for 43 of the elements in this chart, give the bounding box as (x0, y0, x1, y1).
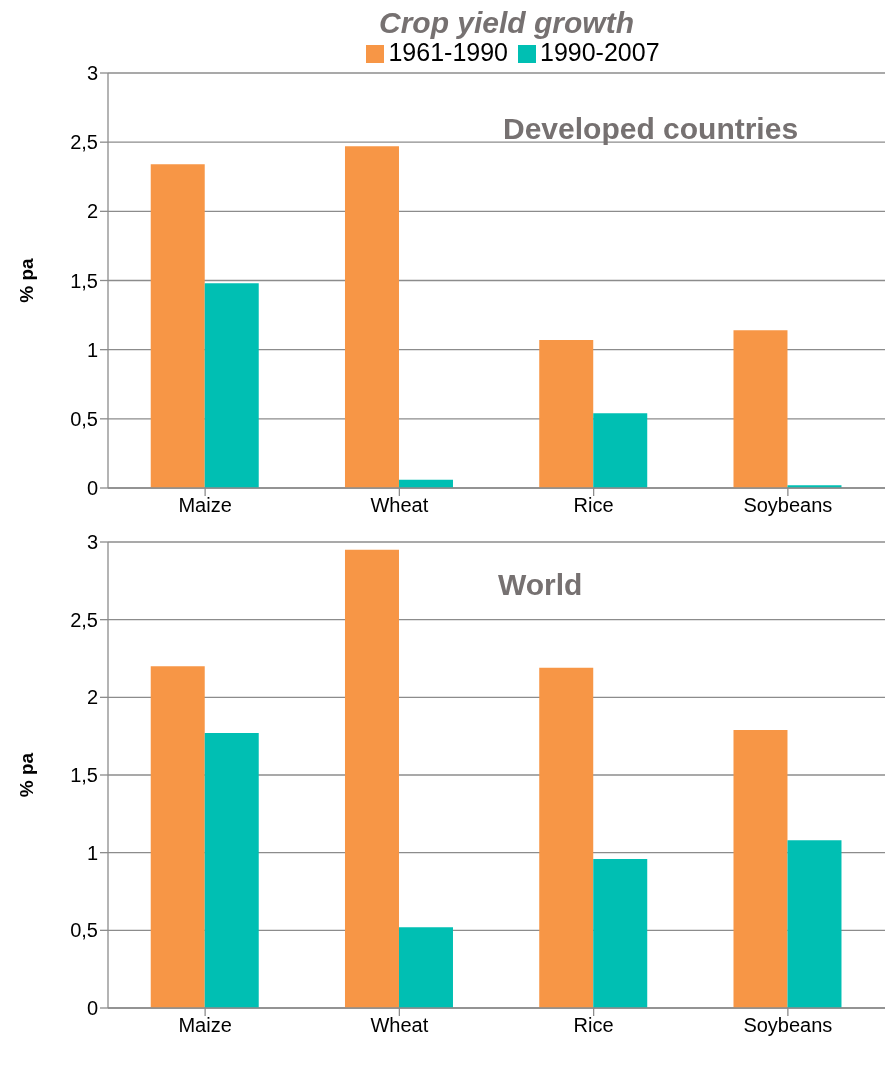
y-tick-label: 0,5 (70, 919, 98, 942)
annotation: World (498, 568, 583, 602)
chart-title: Crop yield growth (378, 6, 635, 39)
x-tick-label: Wheat (370, 1014, 429, 1037)
y-tick-label: 0,5 (70, 407, 98, 430)
y-tick-label: 3 (86, 531, 98, 554)
bar (344, 549, 399, 1008)
legend-label: 1990-2007 (540, 38, 660, 66)
bar (787, 840, 842, 1008)
bar (398, 927, 453, 1008)
bar (539, 667, 594, 1008)
y-tick-label: 0 (86, 997, 98, 1020)
y-tick-label: 1,5 (70, 764, 98, 787)
bar (204, 283, 259, 488)
x-tick-label: Maize (178, 1014, 232, 1037)
y-tick-label: 1 (86, 841, 98, 864)
bar (344, 146, 399, 488)
y-tick-label: 2,5 (70, 131, 98, 154)
y-axis-title: % pa (15, 752, 37, 798)
legend-label: 1961-1990 (388, 38, 508, 66)
y-tick-label: 1 (86, 338, 98, 361)
y-tick-label: 3 (86, 62, 98, 85)
bar (593, 413, 648, 488)
bar (593, 858, 648, 1008)
y-tick-label: 0 (86, 477, 98, 500)
x-tick-label: Rice (573, 1014, 614, 1037)
bar (733, 330, 788, 488)
bar (204, 733, 259, 1008)
y-tick-label: 2 (86, 200, 98, 223)
x-tick-label: Rice (573, 494, 614, 517)
bar (150, 164, 205, 488)
y-axis-title: % pa (15, 257, 37, 303)
x-tick-label: Wheat (370, 494, 429, 517)
bar (733, 729, 788, 1008)
y-tick-label: 2,5 (70, 608, 98, 631)
annotation: Developed countries (503, 112, 799, 146)
y-tick-label: 2 (86, 686, 98, 709)
bar (539, 339, 594, 488)
x-tick-label: Soybeans (743, 494, 833, 517)
x-tick-label: Maize (178, 494, 232, 517)
x-tick-label: Soybeans (743, 1014, 833, 1037)
bar (150, 666, 205, 1008)
y-tick-label: 1,5 (70, 269, 98, 292)
